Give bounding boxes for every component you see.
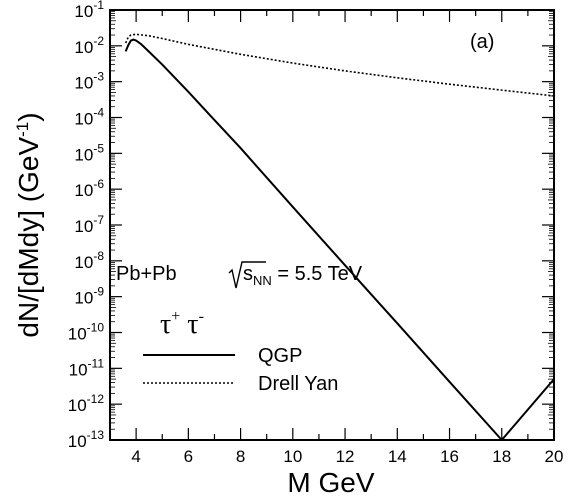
x-tick-label: 14 bbox=[388, 447, 407, 466]
legend-qgp-label: QGP bbox=[258, 345, 302, 367]
y-tick-label: 10-5 bbox=[74, 141, 104, 164]
y-tick-label: 10-11 bbox=[69, 356, 105, 379]
x-axis-title: M GeV bbox=[287, 467, 374, 498]
x-tick-label: 4 bbox=[131, 447, 140, 466]
y-tick-label: 10-13 bbox=[68, 428, 105, 451]
x-tick-label: 10 bbox=[283, 447, 302, 466]
y-tick-label: 10-2 bbox=[74, 34, 104, 57]
sqrt-symbol bbox=[228, 261, 266, 289]
y-tick-label: 10-9 bbox=[74, 285, 104, 308]
annotation-sqrt-s: s bbox=[243, 263, 253, 285]
y-axis: 10-13 10-12 10-11 10-10 10-9 10-8 10-7 10-6 10-5… bbox=[68, 0, 554, 451]
y-tick-label: 10-12 bbox=[68, 392, 105, 415]
svg-text:Pb+Pb: Pb+Pb bbox=[116, 263, 177, 285]
y-axis-title-main: dN/[dMdy] (GeV bbox=[13, 137, 44, 338]
y-tick-label: 10-3 bbox=[74, 70, 104, 93]
legend-title: τ+ τ- bbox=[160, 308, 204, 340]
svg-text:sNN = 5.5 TeV: sNN = 5.5 TeV bbox=[243, 263, 363, 288]
legend: QGP Drell Yan bbox=[143, 345, 338, 395]
x-tick-label: 20 bbox=[545, 447, 564, 466]
y-tick-label: 10-10 bbox=[68, 321, 105, 344]
panel-label: (a) bbox=[470, 31, 494, 53]
legend-drell-yan-label: Drell Yan bbox=[258, 373, 338, 395]
y-tick-label: 10-7 bbox=[74, 213, 104, 236]
x-tick-label: 16 bbox=[440, 447, 459, 466]
series-qgp-line bbox=[124, 38, 555, 441]
annotation-prefix: Pb+Pb bbox=[116, 263, 177, 285]
x-tick-label: 18 bbox=[492, 447, 511, 466]
y-tick-label: 10-4 bbox=[74, 106, 104, 129]
y-axis-title-exp: -1 bbox=[13, 122, 32, 137]
annotation-suffix: = 5.5 TeV bbox=[272, 263, 363, 285]
x-axis: 4 6 8 10 12 14 16 18 20 bbox=[109, 10, 564, 466]
collision-annotation: Pb+Pb sNN = 5.5 TeV bbox=[116, 261, 363, 289]
y-tick-label: 10-1 bbox=[74, 0, 104, 21]
x-tick-label: 8 bbox=[236, 447, 245, 466]
x-tick-label: 6 bbox=[184, 447, 193, 466]
y-tick-label: 10-8 bbox=[74, 249, 104, 272]
annotation-sqrt-sub: NN bbox=[253, 273, 272, 288]
series-layer bbox=[124, 33, 555, 441]
y-axis-title: dN/[dMdy] (GeV-1) bbox=[13, 112, 44, 337]
x-tick-label: 12 bbox=[336, 447, 355, 466]
y-tick-label: 10-6 bbox=[74, 177, 104, 200]
y-axis-title-close: ) bbox=[13, 112, 44, 121]
